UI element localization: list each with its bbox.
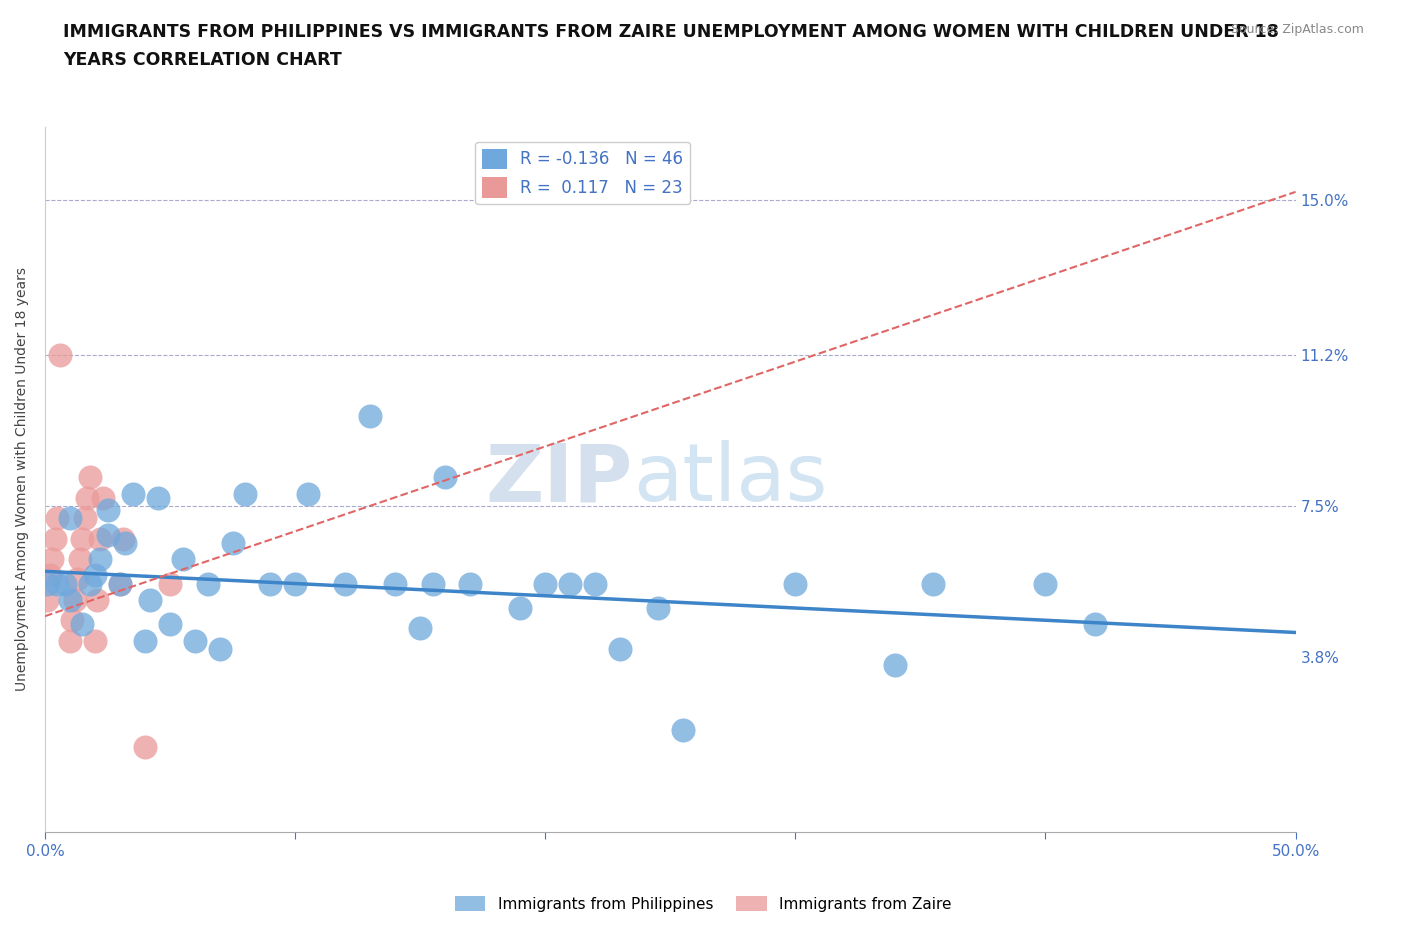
Point <box>59 633 82 648</box>
Point <box>91 490 114 505</box>
Y-axis label: Unemployment Among Women with Children Under 18 years: Unemployment Among Women with Children U… <box>15 268 30 692</box>
Point <box>134 633 156 648</box>
Point <box>46 576 69 591</box>
Text: ZIP: ZIP <box>485 441 633 519</box>
Point <box>89 531 111 546</box>
Point <box>79 576 101 591</box>
Point <box>922 576 945 591</box>
Point <box>560 576 582 591</box>
Point <box>434 470 457 485</box>
Point <box>72 531 94 546</box>
Point <box>79 470 101 485</box>
Point <box>159 576 181 591</box>
Point <box>53 576 76 591</box>
Point <box>333 576 356 591</box>
Point <box>121 486 143 501</box>
Point <box>69 551 91 566</box>
Point <box>672 723 695 737</box>
Point <box>409 621 432 636</box>
Point <box>139 592 162 607</box>
Point <box>37 576 59 591</box>
Point <box>111 531 134 546</box>
Point <box>73 511 96 525</box>
Point <box>96 527 118 542</box>
Point <box>66 572 89 587</box>
Legend: Immigrants from Philippines, Immigrants from Zaire: Immigrants from Philippines, Immigrants … <box>449 889 957 918</box>
Point <box>583 576 606 591</box>
Point <box>221 536 243 551</box>
Text: Source: ZipAtlas.com: Source: ZipAtlas.com <box>1230 23 1364 36</box>
Point <box>72 617 94 631</box>
Point <box>37 592 59 607</box>
Point <box>1035 576 1057 591</box>
Point <box>76 490 98 505</box>
Point <box>297 486 319 501</box>
Text: YEARS CORRELATION CHART: YEARS CORRELATION CHART <box>63 51 342 69</box>
Point <box>89 551 111 566</box>
Point <box>259 576 281 591</box>
Point <box>134 739 156 754</box>
Point <box>359 409 381 424</box>
Point <box>59 592 82 607</box>
Point <box>41 551 63 566</box>
Text: atlas: atlas <box>633 441 827 519</box>
Point <box>184 633 207 648</box>
Point <box>63 592 86 607</box>
Point <box>114 536 136 551</box>
Point <box>172 551 194 566</box>
Point <box>39 568 62 583</box>
Point <box>86 592 108 607</box>
Point <box>159 617 181 631</box>
Legend: R = -0.136   N = 46, R =  0.117   N = 23: R = -0.136 N = 46, R = 0.117 N = 23 <box>475 142 690 205</box>
Point <box>46 511 69 525</box>
Point <box>59 511 82 525</box>
Point <box>609 642 631 657</box>
Point <box>146 490 169 505</box>
Text: IMMIGRANTS FROM PHILIPPINES VS IMMIGRANTS FROM ZAIRE UNEMPLOYMENT AMONG WOMEN WI: IMMIGRANTS FROM PHILIPPINES VS IMMIGRANT… <box>63 23 1279 41</box>
Point <box>534 576 557 591</box>
Point <box>108 576 131 591</box>
Point <box>197 576 219 591</box>
Point <box>1084 617 1107 631</box>
Point <box>108 576 131 591</box>
Point <box>458 576 481 591</box>
Point <box>49 348 72 363</box>
Point <box>62 613 84 628</box>
Point <box>209 642 232 657</box>
Point <box>884 658 907 672</box>
Point <box>84 568 107 583</box>
Point <box>509 601 531 616</box>
Point <box>785 576 807 591</box>
Point <box>284 576 307 591</box>
Point <box>96 502 118 517</box>
Point <box>647 601 669 616</box>
Point <box>384 576 406 591</box>
Point <box>44 531 66 546</box>
Point <box>84 633 107 648</box>
Point <box>233 486 256 501</box>
Point <box>422 576 444 591</box>
